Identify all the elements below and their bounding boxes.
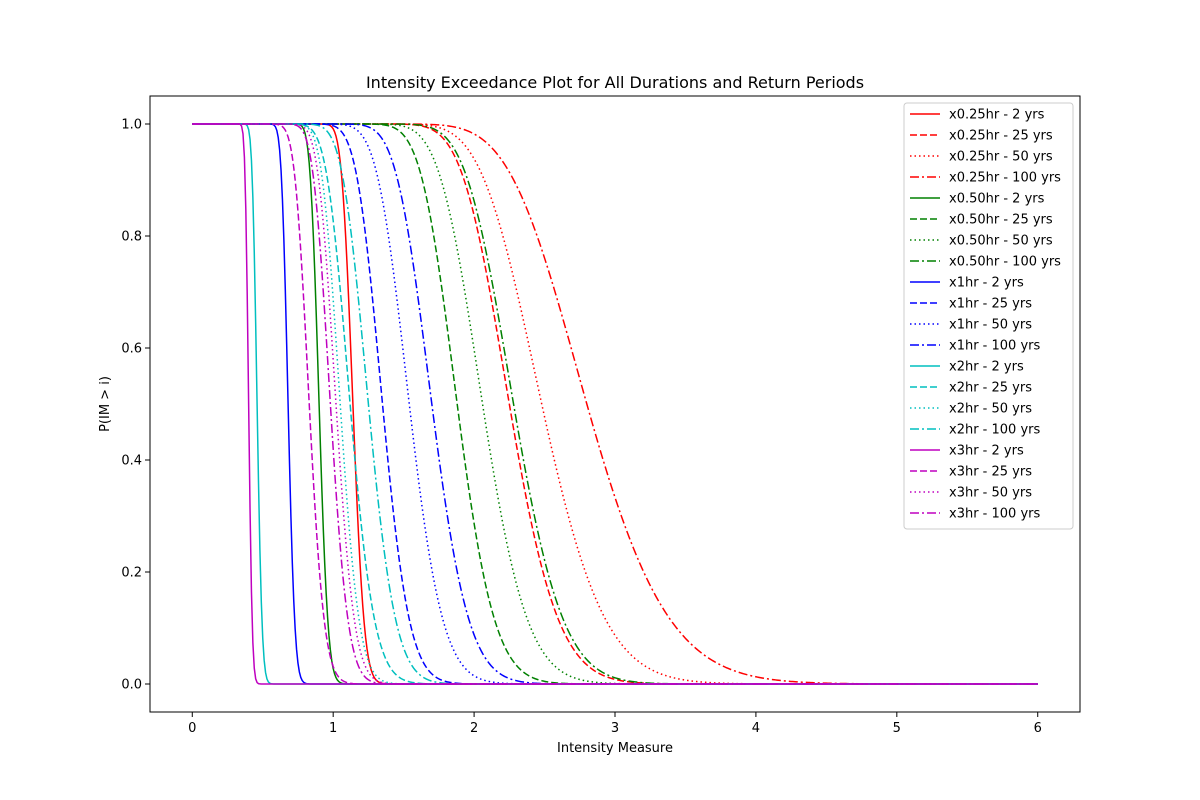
- y-tick-label: 0.0: [121, 678, 142, 693]
- x-tick-label: 5: [893, 721, 901, 736]
- legend-label-4: x0.50hr - 2 yrs: [949, 192, 1045, 207]
- legend-label-15: x2hr - 100 yrs: [949, 423, 1040, 438]
- legend-label-17: x3hr - 25 yrs: [949, 465, 1032, 480]
- series-line-18: [192, 123, 1038, 685]
- legend-label-6: x0.50hr - 50 yrs: [949, 234, 1053, 249]
- legend-label-16: x3hr - 2 yrs: [949, 444, 1024, 459]
- x-tick-label: 1: [329, 721, 337, 736]
- legend-label-3: x0.25hr - 100 yrs: [949, 171, 1061, 186]
- y-axis: 0.0 0.2 0.4 0.6 0.8 1.0: [121, 118, 150, 693]
- x-tick-label: 3: [611, 721, 619, 736]
- x-tick-label: 6: [1034, 721, 1042, 736]
- y-axis-label: P(IM > i): [98, 376, 113, 432]
- legend-label-5: x0.50hr - 25 yrs: [949, 213, 1053, 228]
- series-line-13: [192, 123, 1038, 685]
- legend-label-2: x0.25hr - 50 yrs: [949, 150, 1053, 165]
- legend: x0.25hr - 2 yrs x0.25hr - 25 yrs x0.25hr -…: [903, 102, 1074, 530]
- legend-label-10: x1hr - 50 yrs: [949, 318, 1032, 333]
- x-axis-label: Intensity Measure: [557, 741, 673, 756]
- legend-label-19: x3hr - 100 yrs: [949, 507, 1040, 522]
- legend-label-0: x0.25hr - 2 yrs: [949, 108, 1045, 123]
- y-tick-label: 0.6: [121, 342, 142, 357]
- x-tick-label: 0: [188, 721, 196, 736]
- legend-label-11: x1hr - 100 yrs: [949, 339, 1040, 354]
- legend-label-8: x1hr - 2 yrs: [949, 276, 1024, 291]
- x-axis: 0 1 2 3 4 5 6: [188, 712, 1042, 736]
- series-line-19: [192, 123, 1038, 685]
- legend-label-1: x0.25hr - 25 yrs: [949, 129, 1053, 144]
- legend-label-14: x2hr - 50 yrs: [949, 402, 1032, 417]
- legend-label-9: x1hr - 25 yrs: [949, 297, 1032, 312]
- legend-label-12: x2hr - 2 yrs: [949, 360, 1024, 375]
- legend-label-13: x2hr - 25 yrs: [949, 381, 1032, 396]
- legend-box: [903, 102, 1074, 530]
- legend-label-18: x3hr - 50 yrs: [949, 486, 1032, 501]
- x-tick-label: 4: [752, 721, 760, 736]
- y-tick-label: 0.8: [121, 230, 142, 245]
- y-tick-label: 0.4: [121, 454, 142, 469]
- y-tick-label: 1.0: [121, 118, 142, 133]
- chart-title: Intensity Exceedance Plot for All Durati…: [366, 73, 864, 92]
- x-tick-label: 2: [470, 721, 478, 736]
- series-layer: [192, 123, 1038, 685]
- y-tick-label: 0.2: [121, 566, 142, 581]
- legend-label-7: x0.50hr - 100 yrs: [949, 255, 1061, 270]
